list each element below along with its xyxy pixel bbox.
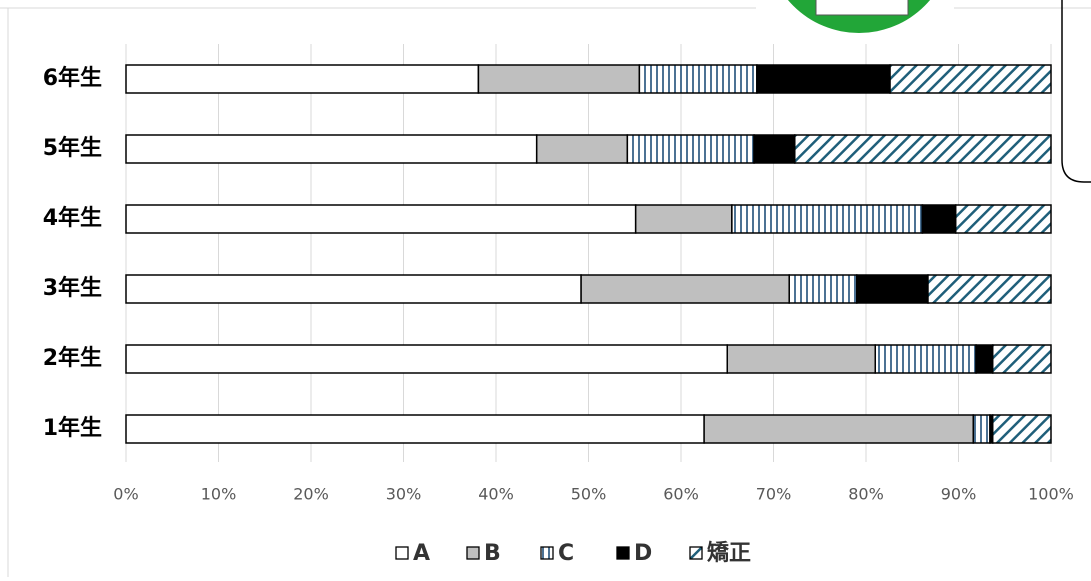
- x-tick-label: 0%: [113, 485, 138, 504]
- bar-segment: [125, 134, 538, 164]
- y-tick-label: 1年生: [43, 415, 102, 441]
- chart-frame: [0, 7, 1091, 577]
- decor-sign: [815, 0, 909, 16]
- x-tick-label: 100%: [1028, 485, 1074, 504]
- bar-segment: [874, 344, 977, 374]
- bar-segment: [125, 344, 728, 374]
- legend-label: C: [558, 541, 574, 566]
- bar-segment: [638, 64, 758, 94]
- bar-segment: [125, 64, 480, 94]
- x-tick-label: 30%: [386, 485, 422, 504]
- legend-label: A: [413, 541, 430, 566]
- bar-segment: [726, 344, 876, 374]
- bar-segment: [856, 274, 929, 304]
- y-tick-label: 3年生: [43, 275, 102, 301]
- bar-segment: [634, 204, 733, 234]
- bar-segment: [753, 134, 796, 164]
- bar-segment: [580, 274, 790, 304]
- x-tick-label: 60%: [663, 485, 699, 504]
- bar-segment: [125, 204, 637, 234]
- bar-segment: [756, 64, 891, 94]
- legend-swatch: [395, 546, 409, 560]
- legend-swatch: [540, 546, 554, 560]
- legend-swatch: [466, 546, 480, 560]
- legend-label: B: [484, 541, 501, 566]
- bar-segment: [626, 134, 755, 164]
- bar-segment: [927, 274, 1052, 304]
- x-tick-label: 80%: [848, 485, 884, 504]
- legend-label: 矯正: [707, 540, 751, 566]
- y-tick-label: 6年生: [43, 65, 102, 91]
- x-tick-label: 50%: [571, 485, 607, 504]
- bar-segment: [731, 204, 924, 234]
- bar-segment: [991, 414, 1052, 444]
- x-tick-label: 90%: [941, 485, 977, 504]
- bar-segment: [125, 274, 582, 304]
- x-tick-label: 10%: [201, 485, 237, 504]
- bar-segment: [477, 64, 641, 94]
- legend-swatch: [616, 546, 630, 560]
- bar-segment: [889, 64, 1052, 94]
- bar-segment: [535, 134, 629, 164]
- y-tick-label: 5年生: [43, 135, 102, 161]
- x-tick-label: 40%: [478, 485, 514, 504]
- bar-segment: [125, 414, 705, 444]
- bar-segment: [921, 204, 957, 234]
- bar-segment: [703, 414, 975, 444]
- x-tick-label: 70%: [756, 485, 792, 504]
- y-tick-label: 4年生: [43, 205, 102, 231]
- legend-swatch: [689, 546, 703, 560]
- bar-segment: [991, 344, 1052, 374]
- x-tick-label: 20%: [293, 485, 329, 504]
- y-tick-label: 2年生: [43, 345, 102, 371]
- legend-label: D: [634, 541, 652, 566]
- bar-segment: [975, 344, 994, 374]
- bar-segment: [794, 134, 1052, 164]
- bar-segment: [788, 274, 858, 304]
- speech-bubble: [1061, 0, 1091, 183]
- bar-segment: [954, 204, 1052, 234]
- bar-segment: [972, 414, 991, 444]
